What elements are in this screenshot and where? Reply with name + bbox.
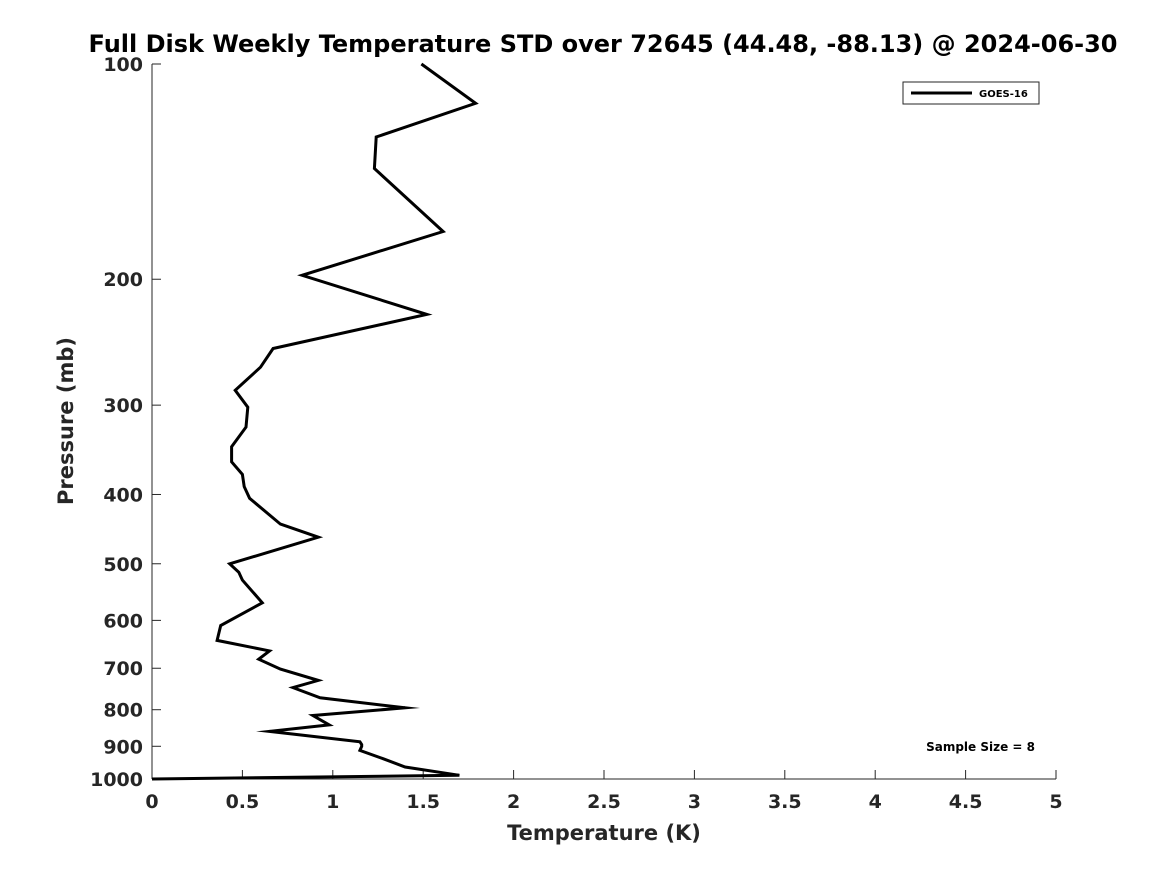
y-axis-label: Pressure (mb) — [54, 337, 78, 505]
sample-size-annotation: Sample Size = 8 — [926, 740, 1035, 754]
y-tick-label: 300 — [103, 395, 143, 417]
y-tick-label: 600 — [103, 610, 143, 632]
y-tick-label: 500 — [103, 554, 143, 576]
series-line-goes-16 — [151, 62, 479, 781]
x-tick-label: 3.5 — [768, 791, 802, 813]
x-axis-label: Temperature (K) — [507, 821, 701, 845]
chart-title: Full Disk Weekly Temperature STD over 72… — [89, 30, 1118, 58]
x-tick-label: 1.5 — [406, 791, 440, 813]
x-tick-label: 0 — [145, 791, 158, 813]
y-tick-label: 700 — [103, 658, 143, 680]
x-ticks: 0 0.5 1 1.5 2 2.5 3 3.5 4 4.5 5 — [145, 770, 1063, 813]
y-ticks: 100 200 300 400 500 600 700 800 900 1000 — [90, 54, 161, 791]
y-tick-label: 1000 — [90, 769, 143, 791]
x-tick-label: 4 — [869, 791, 882, 813]
y-tick-label: 200 — [103, 269, 143, 291]
y-tick-label: 800 — [103, 700, 143, 722]
x-tick-label: 3 — [688, 791, 701, 813]
series-layer — [151, 62, 479, 781]
x-tick-label: 2 — [507, 791, 520, 813]
x-tick-label: 4.5 — [949, 791, 983, 813]
x-tick-label: 0.5 — [226, 791, 260, 813]
x-tick-label: 1 — [326, 791, 339, 813]
x-tick-label: 2.5 — [587, 791, 621, 813]
y-tick-label: 100 — [103, 54, 143, 76]
legend-label: GOES-16 — [979, 89, 1028, 100]
y-tick-label: 900 — [103, 736, 143, 758]
y-tick-label: 400 — [103, 484, 143, 506]
legend: GOES-16 — [902, 81, 1040, 105]
x-tick-label: 5 — [1049, 791, 1062, 813]
